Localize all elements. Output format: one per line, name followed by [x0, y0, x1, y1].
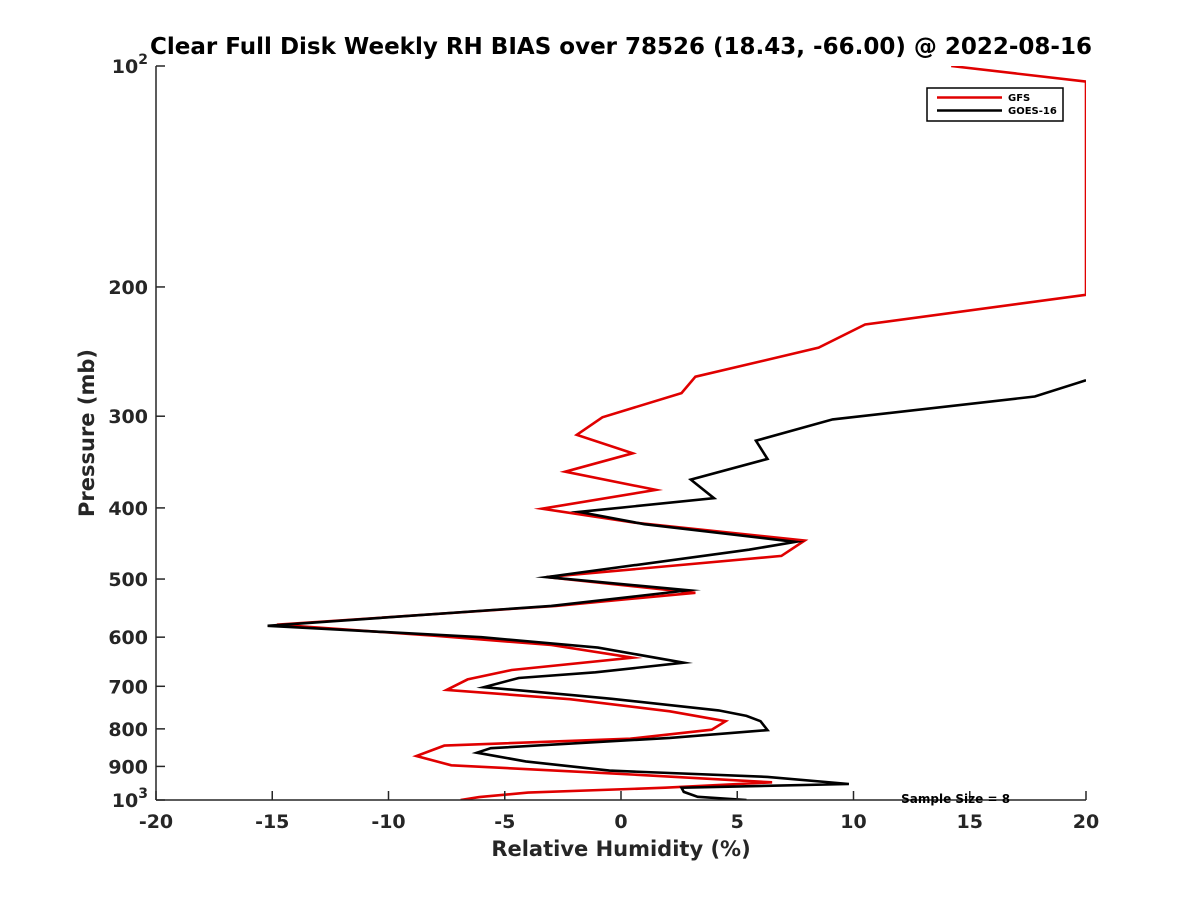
- sample-size-annotation: Sample Size = 8: [901, 792, 1010, 806]
- x-tick-label: 15: [957, 811, 983, 833]
- legend-label-gfs: GFS: [1008, 93, 1030, 104]
- y-tick-label: 600: [108, 627, 148, 649]
- y-tick-label: 500: [108, 569, 148, 591]
- legend-box: [926, 87, 1064, 122]
- y-tick-label: 300: [108, 406, 148, 428]
- y-tick-label: 700: [108, 676, 148, 698]
- x-tick-label: -15: [255, 811, 289, 833]
- chart-title: Clear Full Disk Weekly RH BIAS over 7852…: [150, 34, 1092, 60]
- y-tick-label: 200: [108, 277, 148, 299]
- y-axis-label: Pressure (mb): [75, 349, 99, 517]
- y-tick-label: 102: [112, 52, 148, 78]
- x-tick-label: 20: [1073, 811, 1099, 833]
- x-tick-label: -20: [139, 811, 173, 833]
- series-line-goes16: [267, 379, 1086, 800]
- y-ticks: 102 200 300 400 500 600 700 800 900 103: [108, 52, 165, 812]
- x-tick-label: -10: [371, 811, 405, 833]
- legend-label-goes16: GOES-16: [1008, 106, 1057, 117]
- series-layer: [267, 66, 1086, 800]
- x-ticks: -20 -15 -10 -5 0 5 10 15 20: [139, 791, 1099, 833]
- y-tick-label: 800: [108, 719, 148, 741]
- y-tick-label: 103: [112, 786, 148, 812]
- plot-area: [156, 66, 1086, 800]
- y-tick-label: 900: [108, 756, 148, 778]
- x-tick-label: -5: [494, 811, 515, 833]
- x-tick-label: 5: [731, 811, 744, 833]
- x-axis-label: Relative Humidity (%): [491, 837, 750, 861]
- x-tick-label: 0: [614, 811, 627, 833]
- legend: GFS GOES-16: [926, 87, 1064, 122]
- x-tick-label: 10: [840, 811, 866, 833]
- y-tick-label: 400: [108, 498, 148, 520]
